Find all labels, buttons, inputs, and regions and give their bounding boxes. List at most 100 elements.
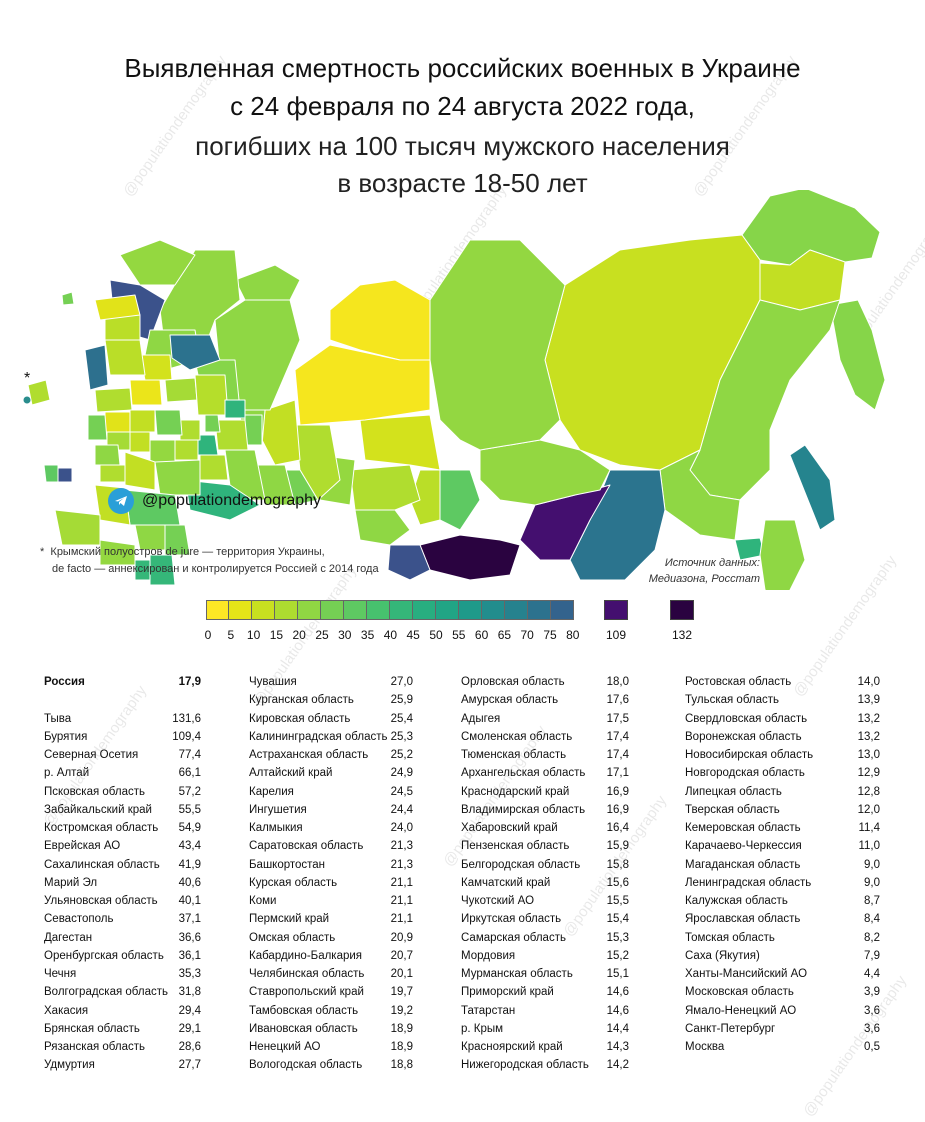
table-row: Тульская область 13,9 [685,694,880,712]
region-value: 13,2 [857,730,880,743]
table-row: Владимирская область 16,9 [461,804,629,822]
region-name: Новгородская область [685,767,805,780]
crimea-marker: * [24,370,30,387]
legend-label: 50 [429,628,443,642]
region-value: 17,1 [606,767,629,780]
region-orenburg [184,479,261,521]
crimea-note: * Крымский полуостров de jure — территор… [40,544,379,578]
region-ryazan [154,409,183,436]
region-name: Карачаево-Черкессия [685,840,802,853]
legend-swatch [482,600,505,620]
table-row: Амурская область 17,6 [461,694,629,712]
region-value: 17,4 [606,749,629,761]
region-name: Псковская область [44,785,145,798]
region-pskov [84,344,109,391]
table-spacer [44,694,201,712]
legend-label: 80 [566,628,580,642]
region-name: Иркутская область [461,913,562,926]
russia-choropleth-map: * [23,190,886,590]
region-kursk [94,444,121,466]
region-value: 17,9 [178,676,201,688]
table-row: Калужская область 8,7 [685,895,880,913]
region-name: Амурская область [461,694,559,707]
table-row: Кабардино-Балкария 20,7 [249,950,413,968]
region-name: Омская область [249,931,336,944]
legend-swatch [413,600,436,620]
region-value: 16,9 [606,785,629,798]
region-value: 12,9 [857,767,880,780]
region-name: Тыва [44,712,72,725]
table-row: Курганская область 25,9 [249,694,413,712]
table-row: Ненецкий АО 18,9 [249,1041,413,1059]
region-name: Магаданская область [685,858,801,871]
table-row: Чувашия 27,0 [249,676,413,694]
region-name: Курганская область [249,694,354,707]
telegram-handle-text: @populationdemography [142,492,322,509]
table-row: Карачаево-Черкессия 11,0 [685,840,880,858]
legend-swatch-109 [604,600,628,620]
region-value: 17,4 [606,730,629,743]
region-name: Свердловская область [685,712,808,725]
table-row: Ингушетия 24,4 [249,804,413,822]
region-krasnodar [54,509,101,546]
region-kostroma [169,334,221,371]
region-name: Костромская область [44,822,159,834]
map-subtitle-line-2: в возрасте 18-50 лет [337,168,588,198]
legend-label: 5 [227,628,235,642]
table-row: Свердловская область 13,2 [685,713,880,731]
region-name: Курская область [249,876,338,889]
legend-swatch [528,600,551,620]
region-value: 40,6 [178,876,201,889]
region-name: Адыгея [461,712,501,725]
region-value: 15,6 [606,876,629,889]
region-yaroslavl [139,354,173,381]
legend-label: 35 [360,628,375,642]
region-value: 24,9 [390,767,413,780]
region-value: 40,1 [178,895,201,907]
data-source: Источник данных: Медиазона, Росстат [632,555,760,587]
region-name: Россия [44,676,85,688]
region-value: 4,4 [864,968,880,980]
region-name: Мордовия [461,949,516,962]
table-row: Ивановская область 18,9 [249,1023,413,1041]
region-value: 8,4 [864,913,880,926]
legend-swatch [229,600,252,620]
table-row: Ульяновская область 40,1 [44,895,201,913]
region-value: 14,0 [857,676,880,688]
region-name: Санкт-Петербург [685,1022,776,1035]
legend-label: 55 [452,628,466,642]
region-altai-krai [354,509,411,546]
region-value: 20,7 [390,949,413,962]
table-row: Новгородская область 12,9 [685,767,880,785]
region-name: Смоленская область [461,730,573,743]
legend-label-109: 109 [605,628,627,642]
region-value: 3,6 [864,1004,880,1017]
table-row: Татарстан 14,6 [461,1005,629,1023]
region-tatarstan [214,419,249,451]
region-value: 11,0 [858,840,880,853]
region-value: 12,8 [857,785,880,798]
region-value: 25,9 [390,694,413,707]
table-row: Ставропольский край 19,7 [249,986,413,1004]
region-name: Калмыкия [249,822,303,834]
table-column: Ростовская область 14,0 Тульская область 13… [685,676,880,1059]
region-name: Мурманская область [461,968,573,980]
region-value: 25,3 [390,730,413,743]
region-value: 14,6 [606,986,629,999]
table-row: Камчатский край 15,6 [461,877,629,895]
legend-label: 10 [246,628,261,642]
region-name: Алтайский край [249,767,333,780]
region-amur [659,449,741,541]
table-row: Иркутская область 15,4 [461,913,629,931]
region-name: Вологодская область [249,1059,363,1072]
table-row: Тверская область 12,0 [685,804,880,822]
region-name: Татарстан [461,1004,516,1017]
region-name: Воронежская область [685,730,802,743]
region-name: Краснодарский край [461,785,570,798]
region-value: 41,9 [178,858,201,871]
note-asterisk: * [40,546,45,558]
table-row: Ярославская область 8,4 [685,913,880,931]
region-name: Самарская область [461,931,566,944]
table-row: Ростовская область 14,0 [685,676,880,694]
table-row: Вологодская область 18,8 [249,1059,413,1077]
